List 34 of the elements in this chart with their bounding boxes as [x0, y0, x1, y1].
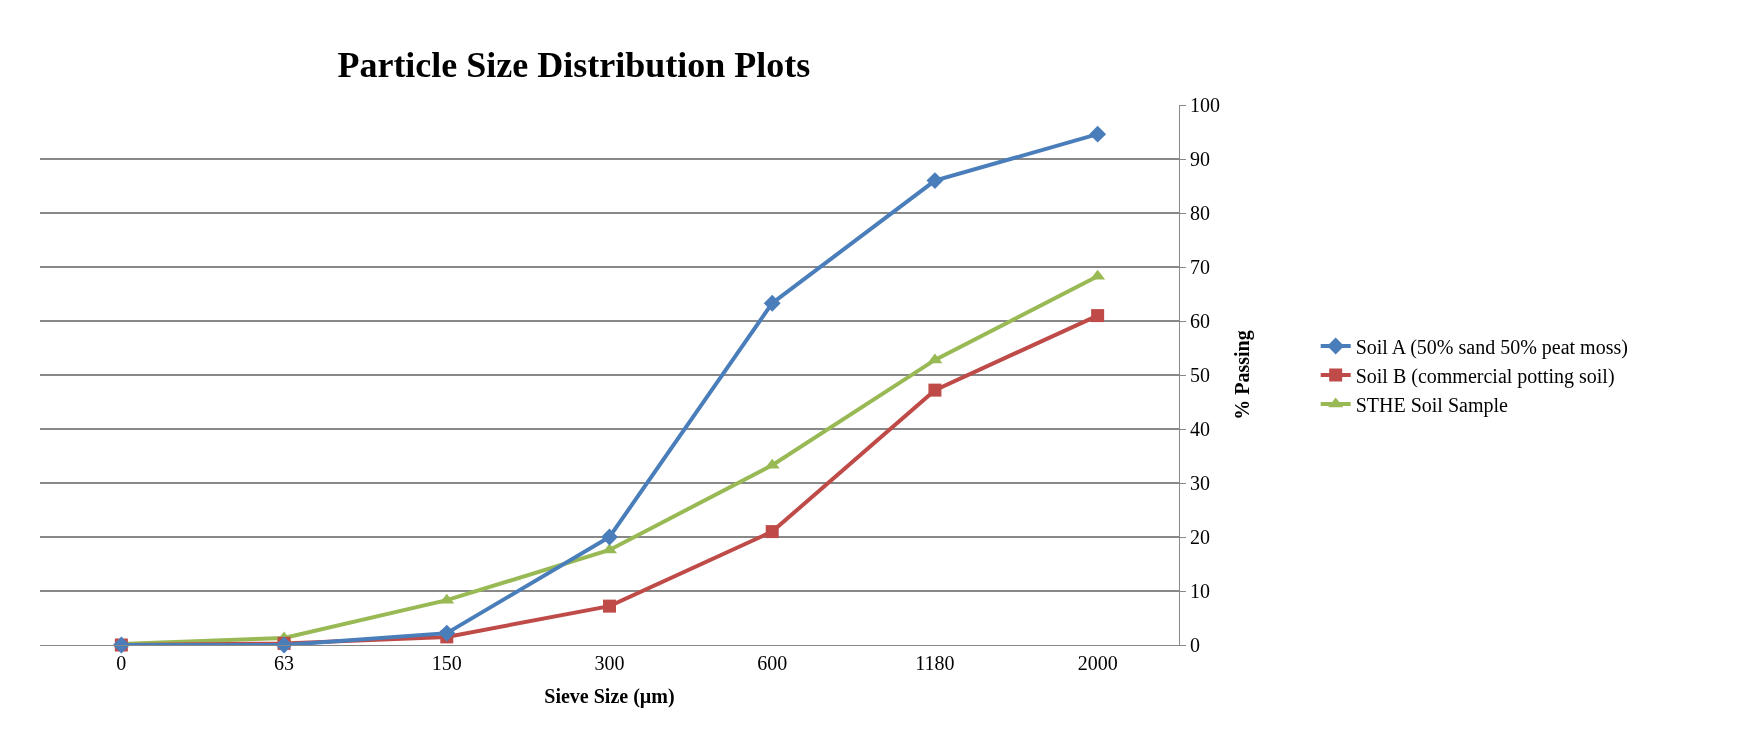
y-tick-label: 20: [1190, 526, 1210, 548]
x-tick-label: 0: [116, 652, 127, 674]
point: [1089, 125, 1107, 143]
point: [438, 624, 456, 642]
x-tick-label: 600: [757, 652, 788, 674]
y-tick-label: 10: [1190, 580, 1210, 602]
y-tick-label: 80: [1190, 202, 1210, 224]
point: [275, 636, 293, 654]
y-tick-label: 50: [1190, 364, 1210, 386]
x-tick-label: 2000: [1077, 652, 1118, 674]
y-tick-label: 30: [1190, 472, 1210, 494]
x-axis-title: Sieve Size (µm): [544, 684, 675, 708]
point: [926, 172, 944, 190]
x-tick-label: 63: [274, 652, 295, 674]
chart-title: Particle Size Distribution Plots: [337, 44, 811, 85]
point: [763, 294, 781, 312]
legend-label: Soil B (commercial potting soil): [1355, 364, 1615, 388]
y-tick-label: 70: [1190, 256, 1210, 278]
point: [603, 599, 616, 613]
point: [1091, 309, 1105, 323]
point: [928, 383, 942, 397]
y-tick-label: 60: [1190, 310, 1210, 332]
point: [765, 525, 779, 539]
y-tick-label: 90: [1190, 148, 1210, 170]
x-tick-label: 300: [594, 652, 625, 674]
y-axis-title: % Passing: [1230, 330, 1254, 420]
point: [601, 528, 618, 546]
y-tick-label: 0: [1190, 634, 1200, 656]
legend-label: STHE Soil Sample: [1355, 393, 1509, 417]
x-tick-label: 150: [431, 652, 462, 674]
x-tick-label: 1180: [915, 652, 955, 674]
y-tick-label: 40: [1190, 418, 1210, 440]
legend-label: Soil A (50% sand 50% peat moss): [1355, 335, 1628, 359]
y-tick-label: 100: [1190, 94, 1220, 116]
